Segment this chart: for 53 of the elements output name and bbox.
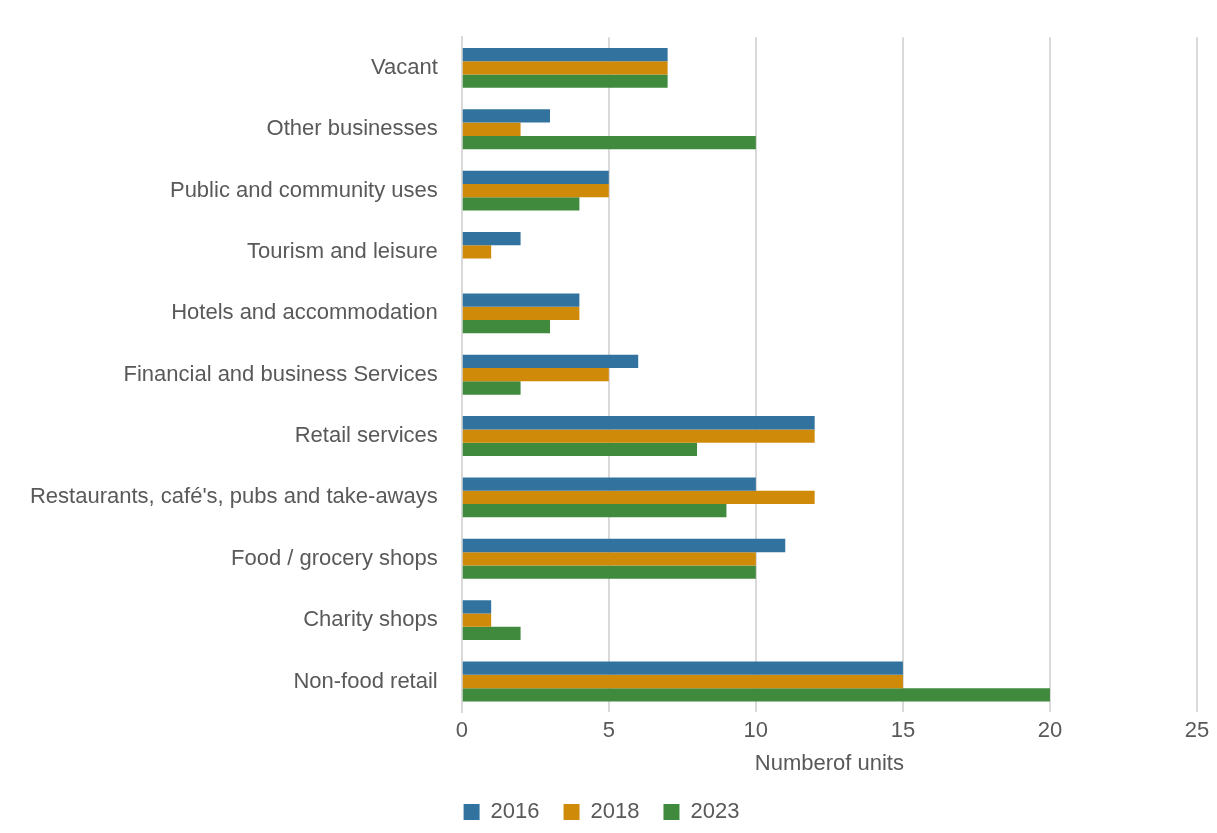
bar — [462, 293, 580, 307]
bar — [462, 368, 609, 382]
legend-label: 2023 — [690, 798, 740, 824]
bar — [462, 381, 521, 395]
bar — [462, 661, 903, 675]
y-tick-label: Restaurants, café's, pubs and take-aways — [29, 483, 438, 509]
legend-label: 2018 — [590, 798, 640, 824]
y-tick-label: Food / grocery shops — [231, 544, 438, 570]
bar — [462, 74, 668, 88]
bar — [462, 122, 521, 136]
bar — [462, 477, 756, 491]
bar — [462, 135, 756, 150]
bar — [462, 429, 815, 443]
bar — [462, 354, 639, 369]
bar — [462, 626, 521, 641]
y-tick-label: Retail services — [294, 422, 438, 448]
y-tick-label: Charity shops — [303, 606, 438, 632]
bar — [462, 197, 580, 211]
y-tick-label: Public and community uses — [169, 176, 438, 202]
bar — [462, 565, 756, 579]
bar — [462, 183, 609, 198]
legend-label: 2016 — [490, 798, 540, 824]
bar — [462, 688, 1050, 702]
bar — [462, 232, 521, 246]
y-tick-label: Non-food retail — [293, 667, 438, 693]
y-tick-label: Other businesses — [266, 115, 438, 141]
y-tick-label: Vacant — [370, 53, 438, 79]
bar — [462, 504, 727, 518]
bar — [462, 490, 815, 505]
bar — [462, 47, 668, 62]
bar — [462, 306, 580, 320]
bar — [462, 319, 550, 334]
x-tick-label: 10 — [743, 717, 769, 743]
x-tick-label: 15 — [890, 717, 916, 743]
bar — [462, 674, 903, 689]
bar — [462, 442, 698, 457]
y-tick-label: Hotels and accommodation — [171, 299, 438, 325]
x-tick-label: 20 — [1037, 717, 1063, 743]
bar — [462, 600, 492, 614]
bar — [462, 613, 492, 627]
y-tick-label: Tourism and leisure — [247, 238, 438, 264]
x-tick-label: 25 — [1184, 717, 1210, 743]
x-axis-title: Numberof units — [754, 749, 904, 775]
bar — [462, 245, 492, 259]
bar — [462, 61, 668, 75]
x-tick-label: 5 — [602, 717, 615, 743]
y-tick-label: Financial and business Services — [123, 360, 438, 386]
bar — [462, 170, 609, 184]
x-tick-label: 0 — [455, 717, 468, 743]
bar — [462, 416, 815, 430]
bar — [462, 552, 756, 566]
bar — [462, 538, 786, 553]
bar — [462, 109, 550, 123]
